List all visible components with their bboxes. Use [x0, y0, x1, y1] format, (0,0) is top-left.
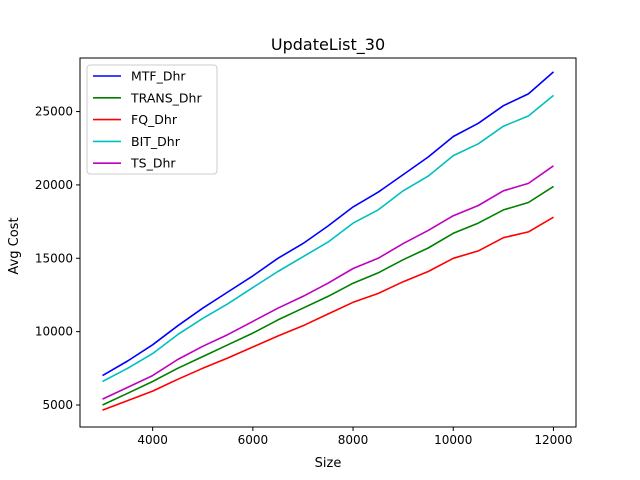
legend-label: FQ_Dhr [131, 112, 178, 127]
plot-area-frame [79, 57, 577, 428]
series-line-ts-dhr [102, 165, 554, 400]
y-tick-label: 25000 [35, 105, 73, 119]
legend-label: TRANS_Dhr [130, 90, 202, 105]
y-tick-label: 20000 [35, 178, 73, 192]
legend-box [86, 64, 218, 175]
x-tick-label: 10000 [434, 433, 472, 447]
x-tick-label: 6000 [238, 433, 269, 447]
legend-label: BIT_Dhr [131, 134, 181, 149]
x-tick-label: 12000 [534, 433, 572, 447]
y-tick-label: 15000 [35, 251, 73, 265]
y-tick-label: 10000 [35, 325, 73, 339]
legend: MTF_Dhr TRANS_Dhr FQ_Dhr BIT_Dhr TS_Dhr [86, 64, 218, 175]
series-line-trans-dhr [102, 185, 554, 406]
y-axis-label: Avg Cost [7, 217, 22, 274]
x-tick-label: 8000 [338, 433, 369, 447]
y-tick-label: 5000 [42, 398, 73, 412]
x-axis-label: Size [315, 456, 342, 471]
x-axis-ticks: 4000 6000 8000 10000 12000 [137, 427, 573, 447]
chart-title: UpdateList_30 [271, 35, 385, 55]
y-axis-ticks: 5000 10000 15000 20000 25000 [35, 105, 80, 412]
series-line-mtf-dhr [102, 71, 555, 377]
series-lines [102, 71, 555, 411]
x-tick-label: 4000 [137, 433, 168, 447]
series-line-fq-dhr [102, 216, 554, 411]
legend-label: MTF_Dhr [131, 69, 186, 84]
series-line-bit-dhr [102, 94, 555, 383]
legend-label: TS_Dhr [130, 156, 176, 171]
